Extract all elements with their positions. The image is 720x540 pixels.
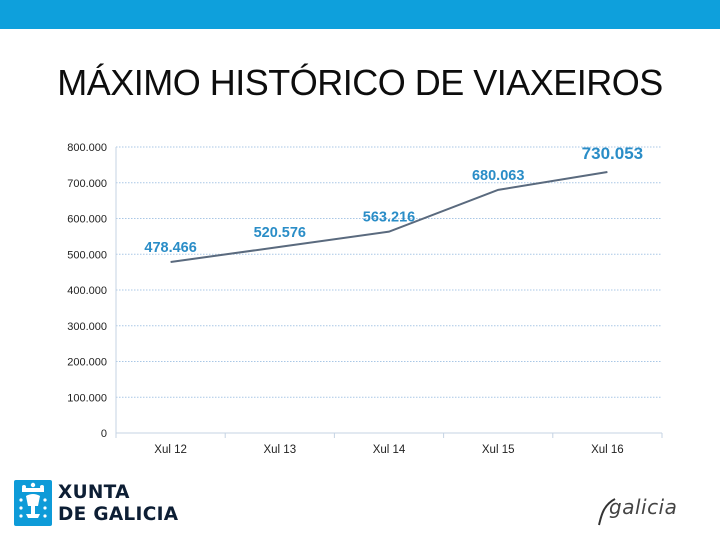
top-accent-bar bbox=[0, 0, 720, 29]
xunta-logo: XUNTA DE GALICIA bbox=[14, 480, 184, 528]
y-tick-label: 300.000 bbox=[67, 321, 107, 333]
y-tick-label: 600.000 bbox=[67, 214, 107, 226]
galicia-wordmark: galicia bbox=[609, 495, 678, 519]
xunta-line2: DE GALICIA bbox=[58, 504, 179, 525]
y-tick-label: 400.000 bbox=[67, 285, 107, 297]
series-line bbox=[170, 171, 608, 263]
y-tick-label: 800.000 bbox=[67, 142, 107, 154]
galicia-brand-logo: galicia bbox=[597, 495, 687, 527]
data-label: 478.466 bbox=[144, 240, 196, 256]
y-tick-label: 0 bbox=[101, 428, 107, 440]
data-label: 563.216 bbox=[363, 210, 415, 226]
x-tick-label: Xul 14 bbox=[373, 444, 406, 456]
slide-title: MÁXIMO HISTÓRICO DE VIAXEIROS bbox=[57, 62, 663, 103]
data-label: 680.063 bbox=[472, 168, 524, 184]
y-tick-label: 100.000 bbox=[67, 392, 107, 404]
y-tick-label: 200.000 bbox=[67, 357, 107, 369]
y-tick-label: 700.000 bbox=[67, 178, 107, 190]
galicia-swoosh-icon bbox=[598, 498, 616, 526]
x-tick-label: Xul 13 bbox=[263, 444, 296, 456]
data-label: 520.576 bbox=[254, 225, 306, 241]
galicia-crest-icon bbox=[14, 480, 52, 526]
x-tick-label: Xul 12 bbox=[154, 444, 187, 456]
x-tick-label: Xul 15 bbox=[482, 444, 515, 456]
data-label: 730.053 bbox=[582, 144, 643, 163]
y-tick-label: 500.000 bbox=[67, 249, 107, 261]
xunta-line1: XUNTA bbox=[58, 482, 130, 503]
line-chart: 0 100.000 200.000 300.000 400.000 500.000 600.… bbox=[67, 142, 663, 456]
x-tick-label: Xul 16 bbox=[591, 444, 624, 456]
